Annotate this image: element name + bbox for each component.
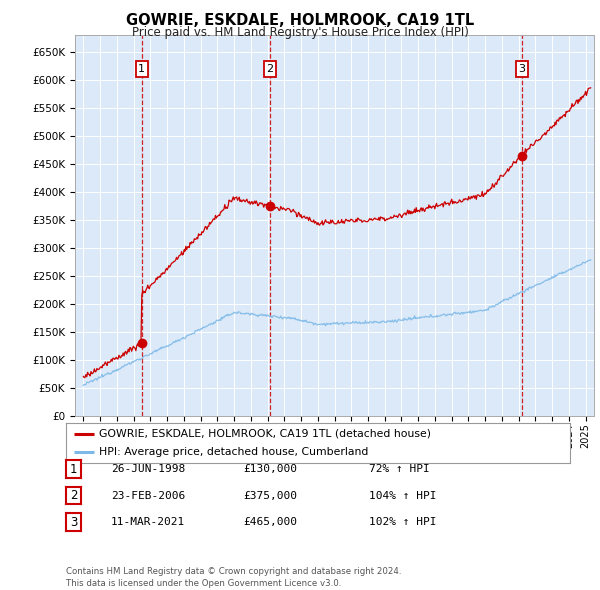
Text: 3: 3 — [518, 64, 526, 74]
Text: £375,000: £375,000 — [243, 491, 297, 500]
Text: 26-JUN-1998: 26-JUN-1998 — [111, 464, 185, 474]
Text: 11-MAR-2021: 11-MAR-2021 — [111, 517, 185, 527]
Text: 2: 2 — [266, 64, 274, 74]
Text: 102% ↑ HPI: 102% ↑ HPI — [369, 517, 437, 527]
Text: GOWRIE, ESKDALE, HOLMROOK, CA19 1TL (detached house): GOWRIE, ESKDALE, HOLMROOK, CA19 1TL (det… — [99, 429, 431, 439]
Text: Price paid vs. HM Land Registry's House Price Index (HPI): Price paid vs. HM Land Registry's House … — [131, 26, 469, 39]
Text: £465,000: £465,000 — [243, 517, 297, 527]
Text: 104% ↑ HPI: 104% ↑ HPI — [369, 491, 437, 500]
Text: Contains HM Land Registry data © Crown copyright and database right 2024.
This d: Contains HM Land Registry data © Crown c… — [66, 568, 401, 588]
Text: 72% ↑ HPI: 72% ↑ HPI — [369, 464, 430, 474]
Text: 1: 1 — [70, 463, 77, 476]
Text: 1: 1 — [139, 64, 145, 74]
Text: GOWRIE, ESKDALE, HOLMROOK, CA19 1TL: GOWRIE, ESKDALE, HOLMROOK, CA19 1TL — [126, 13, 474, 28]
Text: 2: 2 — [70, 489, 77, 502]
Text: 23-FEB-2006: 23-FEB-2006 — [111, 491, 185, 500]
Text: £130,000: £130,000 — [243, 464, 297, 474]
Text: HPI: Average price, detached house, Cumberland: HPI: Average price, detached house, Cumb… — [99, 447, 368, 457]
Text: 3: 3 — [70, 516, 77, 529]
